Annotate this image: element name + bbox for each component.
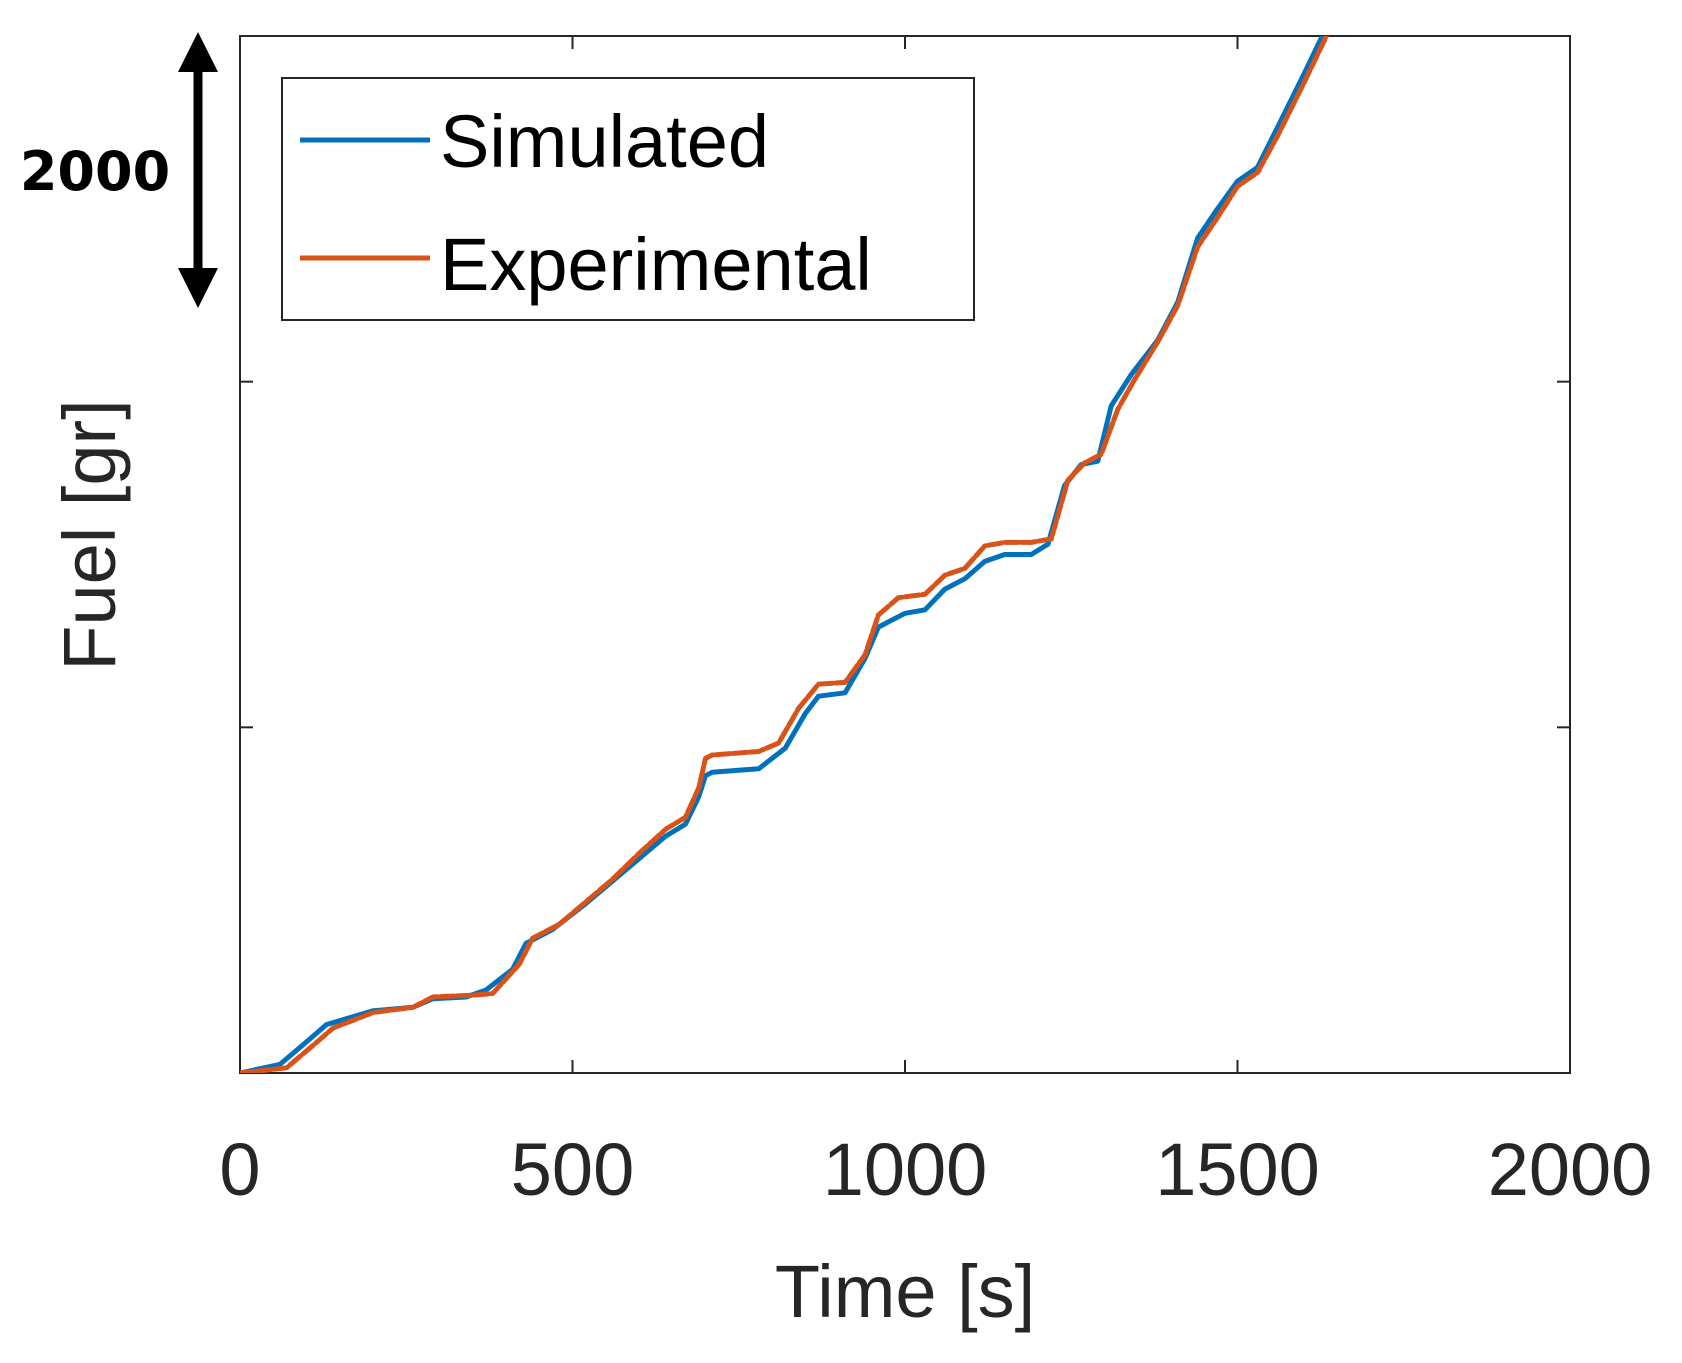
legend: Simulated Experimental [281,77,975,321]
legend-label-experimental: Experimental [440,223,872,306]
x-tick-label: 1500 [1155,1128,1320,1211]
legend-label-simulated: Simulated [440,100,769,183]
series-layer [240,36,1330,1073]
scale-label: 2000 [20,140,170,203]
x-axis-label: Time [s] [775,1250,1035,1333]
y-axis-label: Fuel [gr] [48,399,131,670]
scale-arrow-head-up [178,32,218,72]
ticks-layer: 0 500 1000 1500 2000 [219,35,1653,1211]
legend-box [281,77,975,321]
x-tick-label: 2000 [1488,1128,1653,1211]
scale-arrow-head-down [178,268,218,308]
x-tick-label: 1000 [823,1128,988,1211]
x-tick-label: 500 [511,1128,634,1211]
scale-annotation: 2000 [20,32,218,308]
series-line-experimental [240,36,1330,1073]
x-tick-label: 0 [219,1128,260,1211]
